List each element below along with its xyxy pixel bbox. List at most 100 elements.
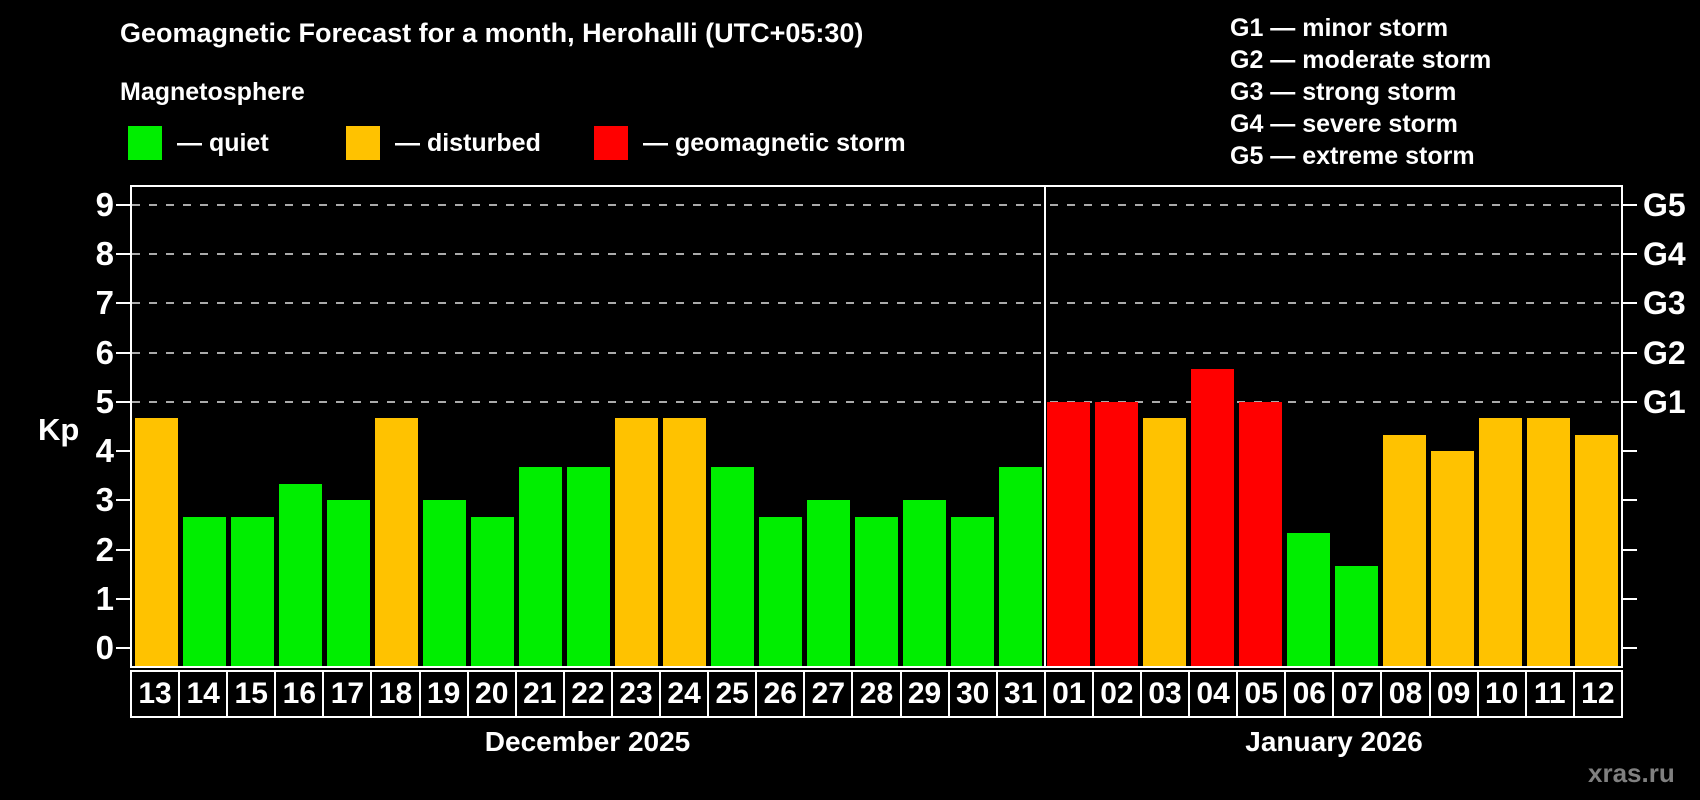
day-label-22: 22	[562, 670, 613, 718]
right-tick-7	[1623, 302, 1637, 305]
left-tick-9	[116, 203, 130, 206]
day-label-01: 01	[1043, 670, 1094, 718]
kp-bar-15	[230, 516, 274, 666]
day-label-24: 24	[659, 670, 710, 718]
g-axis-label-G2: G2	[1643, 334, 1686, 371]
y-tick-label-5: 5	[95, 382, 114, 420]
g-axis-label-G1: G1	[1643, 383, 1686, 420]
day-label-05: 05	[1236, 670, 1287, 718]
kp-bar-28	[854, 516, 898, 666]
month-divider	[1043, 187, 1046, 666]
y-tick-label-0: 0	[95, 629, 114, 667]
g5-legend-line: G5 — extreme storm	[1230, 142, 1475, 170]
legend-label-quiet: — quiet	[177, 128, 269, 157]
kp-bar-18	[374, 418, 418, 666]
day-label-08: 08	[1380, 670, 1431, 718]
gridline-kp5	[132, 400, 1621, 403]
plot-area	[130, 185, 1623, 668]
right-tick-6	[1623, 351, 1637, 354]
kp-bar-27	[806, 500, 850, 666]
right-tick-0	[1623, 647, 1637, 650]
left-tick-6	[116, 351, 130, 354]
left-tick-3	[116, 499, 130, 502]
right-tick-4	[1623, 450, 1637, 453]
chart-subtitle: Magnetosphere	[120, 78, 305, 106]
day-label-21: 21	[514, 670, 565, 718]
y-tick-label-3: 3	[95, 481, 114, 519]
day-label-23: 23	[610, 670, 662, 718]
gridline-kp8	[132, 253, 1621, 256]
day-label-04: 04	[1188, 670, 1239, 718]
left-tick-4	[116, 450, 130, 453]
kp-bar-11	[1527, 418, 1571, 666]
kp-bar-05	[1239, 401, 1283, 666]
gridline-kp9	[132, 203, 1621, 206]
legend-item-storm: — geomagnetic storm	[594, 126, 906, 160]
right-tick-9	[1623, 203, 1637, 206]
kp-bar-24	[662, 418, 706, 666]
y-tick-label-9: 9	[95, 185, 114, 223]
kp-bar-09	[1431, 451, 1475, 666]
g4-legend-line: G4 — severe storm	[1230, 110, 1458, 138]
g-axis-label-G4: G4	[1643, 236, 1686, 273]
kp-bar-04	[1191, 368, 1235, 666]
kp-bar-30	[951, 516, 995, 666]
y-tick-label-2: 2	[95, 530, 114, 568]
day-label-29: 29	[899, 670, 950, 718]
day-label-10: 10	[1476, 670, 1527, 718]
legend-label-disturbed: — disturbed	[395, 128, 541, 157]
kp-bar-10	[1479, 418, 1523, 666]
day-label-13: 13	[130, 670, 181, 718]
day-label-27: 27	[803, 670, 854, 718]
day-label-20: 20	[466, 670, 517, 718]
y-tick-label-7: 7	[95, 284, 114, 322]
day-label-07: 07	[1332, 670, 1383, 718]
kp-bar-06	[1287, 533, 1331, 666]
kp-bar-20	[470, 516, 514, 666]
day-label-26: 26	[755, 670, 806, 718]
kp-bar-23	[614, 418, 658, 666]
gridline-kp7	[132, 302, 1621, 305]
kp-bar-19	[422, 500, 466, 666]
g-axis-label-G5: G5	[1643, 186, 1686, 223]
day-label-28: 28	[851, 670, 902, 718]
legend-item-disturbed: — disturbed	[346, 126, 541, 160]
left-tick-0	[116, 647, 130, 650]
kp-bar-29	[903, 500, 947, 666]
gridline-kp6	[132, 351, 1621, 354]
legend-item-quiet: — quiet	[128, 126, 269, 160]
left-tick-8	[116, 253, 130, 256]
right-tick-3	[1623, 499, 1637, 502]
left-tick-1	[116, 597, 130, 600]
kp-bar-22	[566, 467, 610, 666]
g1-legend-line: G1 — minor storm	[1230, 14, 1449, 42]
y-tick-label-4: 4	[95, 432, 114, 470]
left-tick-7	[116, 302, 130, 305]
kp-bar-26	[758, 516, 802, 666]
g-axis-label-G3: G3	[1643, 285, 1686, 322]
kp-bar-21	[518, 467, 562, 666]
g3-legend-line: G3 — strong storm	[1230, 78, 1457, 106]
day-label-30: 30	[947, 670, 998, 718]
day-label-06: 06	[1284, 670, 1335, 718]
day-label-02: 02	[1091, 670, 1142, 718]
g-scale-legend: G1 — minor storm G2 — moderate storm G3 …	[1230, 12, 1491, 172]
g2-legend-line: G2 — moderate storm	[1230, 46, 1492, 74]
day-label-row: 13 14 15 16 17 18 19 20 21 22 23 24 25 26 27 28 29 30 31 01…	[130, 670, 1623, 718]
left-tick-5	[116, 400, 130, 403]
y-axis-title: Kp	[38, 412, 80, 447]
day-label-19: 19	[418, 670, 469, 718]
day-label-18: 18	[370, 670, 421, 718]
day-label-16: 16	[274, 670, 325, 718]
kp-bar-03	[1143, 418, 1187, 666]
y-tick-label-1: 1	[95, 579, 114, 617]
right-tick-2	[1623, 548, 1637, 551]
day-label-15: 15	[226, 670, 277, 718]
left-tick-2	[116, 548, 130, 551]
day-label-31: 31	[995, 670, 1046, 718]
month-label-1: January 2026	[1245, 726, 1423, 757]
kp-bar-07	[1335, 565, 1379, 666]
kp-bar-01	[1047, 401, 1091, 666]
kp-bar-13	[134, 418, 178, 666]
